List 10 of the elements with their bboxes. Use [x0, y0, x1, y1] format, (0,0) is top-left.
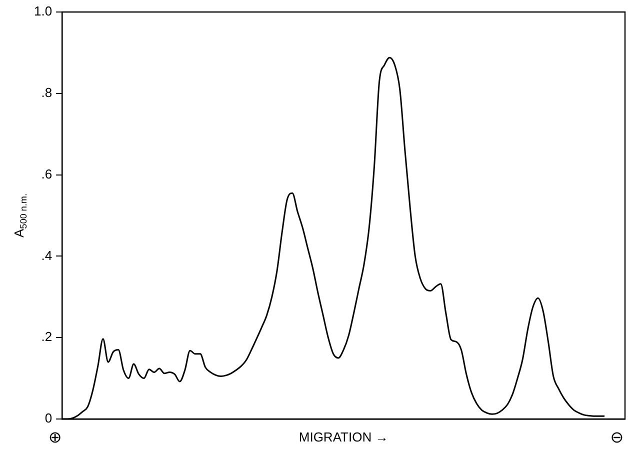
x-axis-title: MIGRATION → [298, 430, 388, 445]
y-tick-label: 1.0 [34, 4, 52, 19]
y-tick-label: .2 [41, 329, 52, 344]
y-tick-label: .6 [41, 166, 52, 182]
text: ⊕ [48, 429, 62, 446]
text: ⊖ [610, 429, 624, 446]
y-tick-label: .4 [41, 248, 52, 263]
y-tick-label: 0 [44, 410, 52, 426]
y-tick-label: .8 [41, 84, 52, 100]
y-axis-title: A500 n.m. [12, 193, 28, 238]
